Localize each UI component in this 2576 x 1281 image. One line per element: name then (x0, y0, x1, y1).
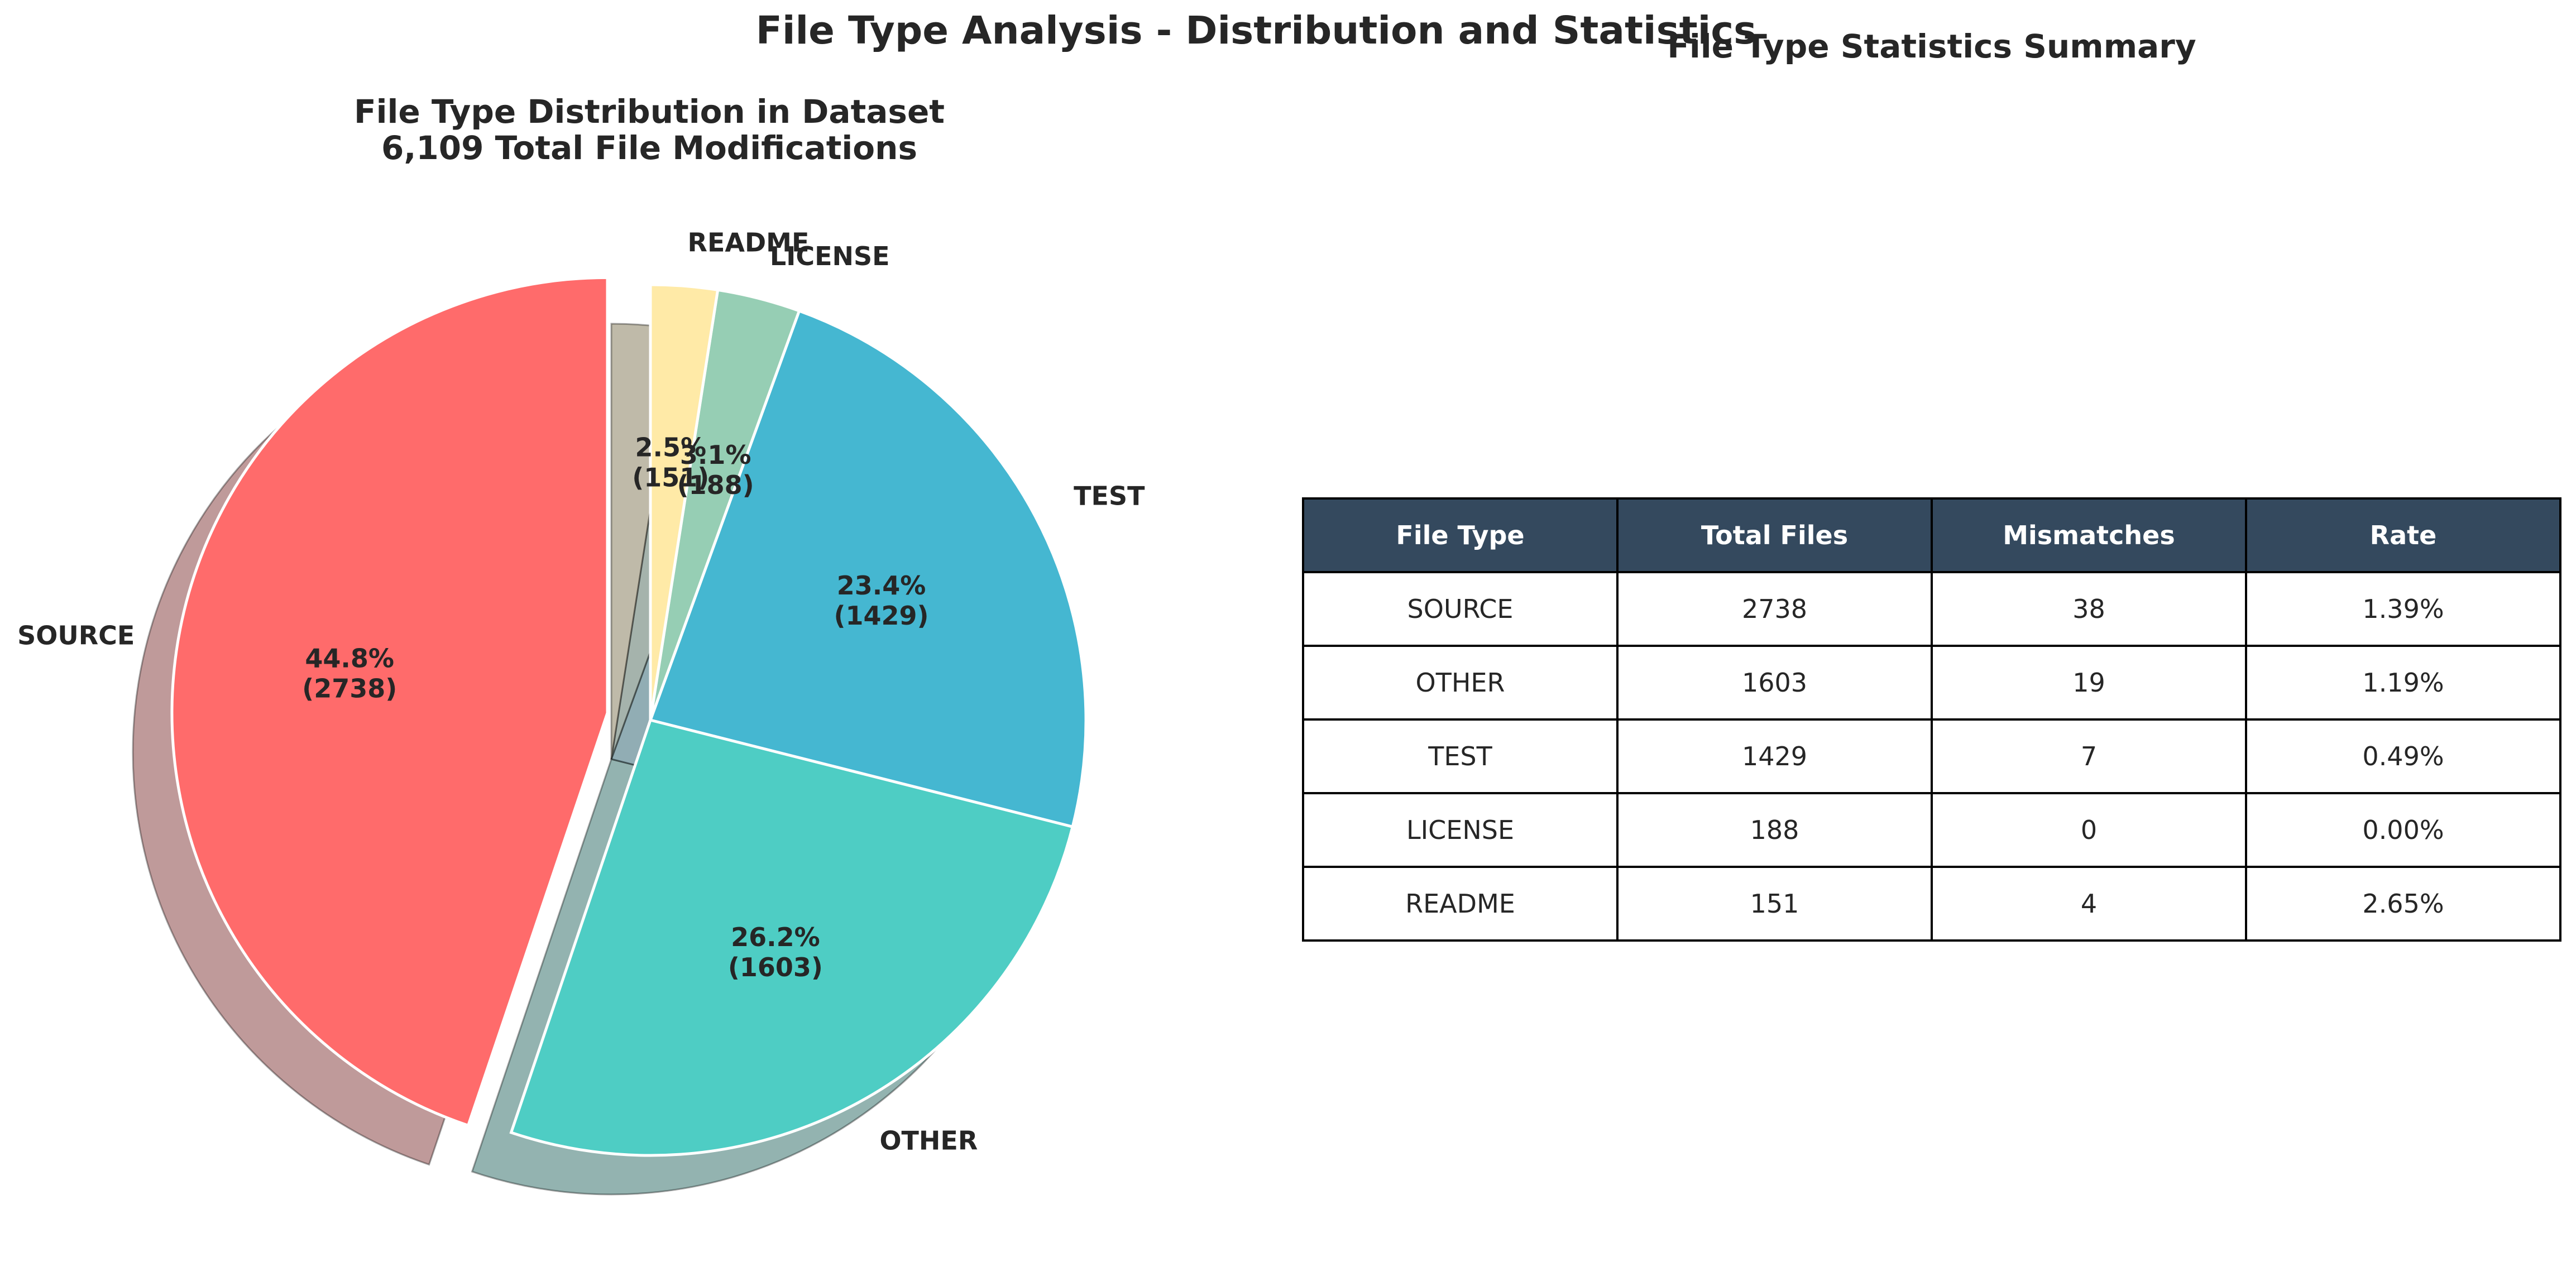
table-cell: 1.39% (2362, 594, 2444, 624)
table-header-cell: Mismatches (2003, 520, 2175, 550)
table-header-cell: Rate (2370, 520, 2437, 550)
table-cell-bg (1616, 866, 1933, 942)
pie-slices (170, 276, 1088, 1157)
pie-slice-readme[interactable] (649, 283, 720, 721)
pie-pct-readme: 2.5% (635, 432, 707, 462)
table-cell: 1603 (1742, 668, 1807, 698)
pie-count-test: (1429) (834, 601, 928, 631)
pie-pct-other: 26.2% (731, 922, 820, 952)
table-cell: 38 (2072, 594, 2105, 624)
statistics-table: File Type Statistics Summary File Type To… (1302, 27, 2561, 942)
pie-label-license: LICENSE (770, 241, 890, 271)
table-header-cell: Total Files (1701, 520, 1848, 550)
pie-count-source: (2738) (302, 674, 397, 704)
table-cell-bg (2245, 571, 2561, 647)
table-cell: 7 (2081, 741, 2097, 771)
table-cell: 1.19% (2362, 668, 2444, 698)
table-header-cell-bg (1616, 497, 1933, 573)
table-cell: 4 (2081, 889, 2097, 919)
pie-count-other: (1603) (728, 952, 823, 982)
table-header-cell: File Type (1396, 520, 1524, 550)
pie-chart: File Type Distribution in Dataset 6,109 … (17, 93, 1145, 1196)
table-cell-bg (1302, 718, 1619, 794)
table-cell-bg (1616, 645, 1933, 721)
table-cell-bg (1616, 718, 1933, 794)
pie-labels: SOURCE 44.8%(2738) OTHER 26.2%(1603) TEST 23.… (17, 228, 1145, 1156)
pie-slice-source[interactable] (170, 276, 609, 1128)
pie-pct-license: 3.1% (680, 440, 751, 470)
table-cell: TEST (1428, 741, 1492, 771)
table-cell: 2738 (1742, 594, 1807, 624)
pie-title-line1: File Type Distribution in Dataset (354, 93, 945, 131)
table-cell: 0 (2081, 815, 2097, 845)
table-cell-bg (1931, 792, 2247, 868)
table-cell: SOURCE (1407, 594, 1514, 624)
pie-label-test: TEST (1074, 481, 1145, 511)
table-cell-bg (1302, 645, 1619, 721)
table-cell: 188 (1750, 815, 1799, 845)
table-cell-bg (1931, 866, 2247, 942)
pie-label-source: SOURCE (17, 620, 135, 650)
table-cell: 19 (2072, 668, 2105, 698)
table-cell: README (1405, 889, 1515, 919)
pie-label-other: OTHER (879, 1125, 978, 1155)
table-cell: 151 (1750, 889, 1799, 919)
table-cell: 0.00% (2362, 815, 2444, 845)
table-header-cell-bg (2245, 497, 2561, 573)
pie-count-license: (188) (677, 470, 754, 500)
table-cell-bg (1302, 866, 1619, 942)
table-cell-bg (2245, 866, 2561, 942)
pie-slice-other[interactable] (509, 718, 1075, 1157)
table-cell-bg (2245, 645, 2561, 721)
table-cell: OTHER (1416, 668, 1505, 698)
table-cell: LICENSE (1406, 815, 1514, 845)
pie-label-readme: README (688, 228, 810, 258)
table-cell-bg (2245, 792, 2561, 868)
table-cell: 2.65% (2362, 889, 2444, 919)
pie-pct-test: 23.4% (837, 570, 926, 601)
table-cell: 1429 (1742, 741, 1807, 771)
table-cells: File Type Total Files Mismatches Rate SOURCE… (1302, 497, 2561, 942)
pie-pct-source: 44.8% (305, 644, 394, 674)
pie-count-readme: (151) (632, 462, 709, 492)
pie-title-line2: 6,109 Total File Modifications (381, 129, 917, 167)
figure-suptitle: File Type Analysis - Distribution and St… (756, 8, 1757, 53)
table-header-cell-bg (1302, 497, 1619, 573)
pie-slice-test[interactable] (648, 309, 1088, 829)
table-cell-bg (1931, 718, 2247, 794)
table-cell-bg (1616, 792, 1933, 868)
table-cell: 0.49% (2362, 741, 2444, 771)
table-title: File Type Statistics Summary (1667, 27, 2196, 65)
